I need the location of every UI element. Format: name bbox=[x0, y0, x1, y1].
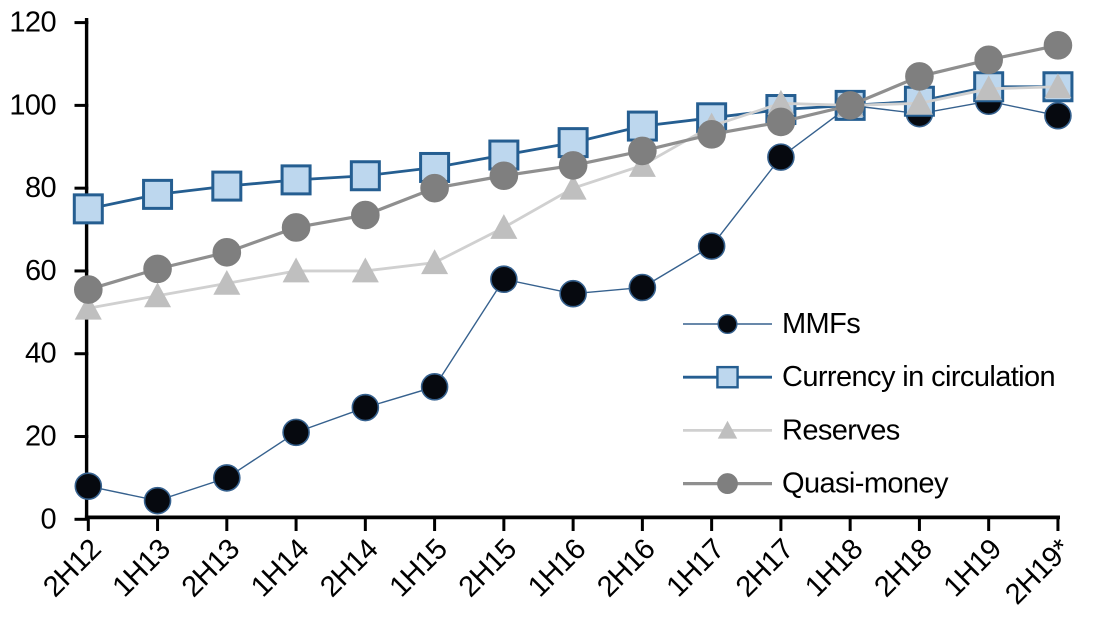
marker-reserves-1h13 bbox=[144, 282, 172, 308]
marker-mmfs-2h17 bbox=[767, 143, 795, 171]
marker-reserves-1h19 bbox=[975, 75, 1003, 101]
x-tick-label: 2H18 bbox=[868, 533, 938, 603]
x-tick-label: 1H14 bbox=[245, 533, 315, 603]
marker-quasi-money-1h19 bbox=[974, 45, 1003, 75]
legend-item-reserves: Reserves bbox=[683, 414, 900, 446]
marker-reserves-1h15 bbox=[421, 249, 449, 275]
marker-reserves-2h18 bbox=[905, 89, 933, 115]
y-tick-label: 0 bbox=[40, 503, 56, 535]
x-tick-label: 1H18 bbox=[799, 533, 869, 603]
marker-mmfs-2h13 bbox=[213, 464, 241, 492]
marker-mmfs-2h19 bbox=[1044, 101, 1072, 130]
marker-reserves-2h17 bbox=[767, 89, 795, 115]
marker-reserves-2h14 bbox=[351, 257, 379, 283]
marker-reserves-2h19 bbox=[1044, 73, 1072, 99]
x-tick-label: 2H17 bbox=[730, 533, 800, 603]
marker-quasi-money-1h18 bbox=[835, 91, 865, 120]
x-tick-label: 1H13 bbox=[107, 533, 177, 603]
marker-quasi-money-1h13 bbox=[143, 254, 172, 284]
marker-mmfs-2h16 bbox=[628, 273, 657, 302]
marker-mmfs-2h12 bbox=[74, 472, 103, 500]
marker-currency-in-circulation-1h13 bbox=[142, 178, 174, 210]
y-tick-label: 120 bbox=[9, 7, 56, 39]
marker-quasi-money-2h15 bbox=[489, 161, 519, 191]
legend-marker-currency-in-circulation bbox=[716, 365, 739, 389]
marker-currency-in-circulation-2h14 bbox=[349, 160, 381, 192]
x-tick-label: 2H13 bbox=[176, 533, 246, 603]
marker-mmfs-1h15 bbox=[420, 373, 449, 401]
marker-quasi-money-2h19 bbox=[1043, 31, 1073, 60]
legend-label-currency-in-circulation: Currency in circulation bbox=[782, 361, 1055, 393]
marker-currency-in-circulation-2h12 bbox=[72, 193, 104, 225]
marker-quasi-money-2h13 bbox=[212, 238, 242, 267]
x-tick-label: 2H19* bbox=[999, 533, 1077, 611]
x-tick-label: 1H16 bbox=[522, 533, 592, 603]
marker-mmfs-1h14 bbox=[282, 418, 310, 447]
legend-label-mmfs: MMFs bbox=[782, 308, 860, 340]
marker-currency-in-circulation-2h15 bbox=[488, 139, 520, 171]
x-tick-label: 1H17 bbox=[661, 533, 731, 603]
marker-quasi-money-2h16 bbox=[628, 136, 657, 166]
marker-reserves-1h14 bbox=[282, 257, 310, 283]
legend-marker-reserves bbox=[717, 420, 738, 439]
series-quasi-money bbox=[74, 31, 1073, 304]
marker-reserves-2h15 bbox=[490, 214, 518, 239]
marker-quasi-money-2h14 bbox=[351, 200, 380, 230]
legend-marker-mmfs bbox=[717, 313, 738, 335]
marker-quasi-money-1h14 bbox=[281, 213, 311, 242]
marker-quasi-money-1h16 bbox=[558, 151, 588, 180]
marker-quasi-money-2h12 bbox=[74, 275, 103, 304]
legend-item-mmfs: MMFs bbox=[683, 308, 861, 340]
legend-item-quasi-money: Quasi-money bbox=[683, 468, 950, 500]
x-tick-label: 2H14 bbox=[314, 533, 384, 603]
marker-quasi-money-1h15 bbox=[420, 173, 449, 203]
legend-label-reserves: Reserves bbox=[782, 414, 900, 446]
legend-item-currency-in-circulation: Currency in circulation bbox=[683, 361, 1056, 393]
y-tick-label: 100 bbox=[9, 89, 56, 121]
y-tick-label: 60 bbox=[25, 255, 56, 287]
y-tick-label: 80 bbox=[25, 172, 56, 204]
x-tick-label: 1H15 bbox=[384, 533, 454, 603]
y-tick-label: 20 bbox=[25, 421, 56, 453]
marker-mmfs-1h17 bbox=[697, 232, 726, 260]
marker-reserves-1h16 bbox=[559, 174, 587, 200]
marker-currency-in-circulation-2h16 bbox=[626, 110, 658, 142]
marker-quasi-money-2h17 bbox=[766, 107, 796, 137]
marker-reserves-2h12 bbox=[74, 294, 102, 320]
x-tick-label: 2H12 bbox=[37, 533, 107, 603]
marker-reserves-2h13 bbox=[213, 269, 241, 295]
marker-mmfs-1h13 bbox=[143, 486, 172, 515]
x-tick-label: 1H19 bbox=[938, 533, 1008, 603]
legend-label-quasi-money: Quasi-money bbox=[782, 468, 949, 500]
marker-mmfs-1h16 bbox=[559, 279, 587, 308]
marker-quasi-money-1h17 bbox=[697, 120, 726, 149]
marker-mmfs-2h14 bbox=[351, 393, 380, 422]
marker-mmfs-2h15 bbox=[490, 265, 518, 294]
marker-currency-in-circulation-1h14 bbox=[280, 164, 312, 196]
legend-marker-quasi-money bbox=[717, 473, 738, 495]
marker-quasi-money-2h18 bbox=[905, 62, 934, 91]
marker-currency-in-circulation-2h13 bbox=[211, 170, 243, 202]
y-tick-label: 40 bbox=[25, 338, 56, 370]
legend: MMFs Currency in circulation Reserves Quasi… bbox=[683, 308, 1056, 500]
x-tick-label: 2H15 bbox=[453, 533, 523, 603]
x-tick-label: 2H16 bbox=[591, 533, 661, 603]
